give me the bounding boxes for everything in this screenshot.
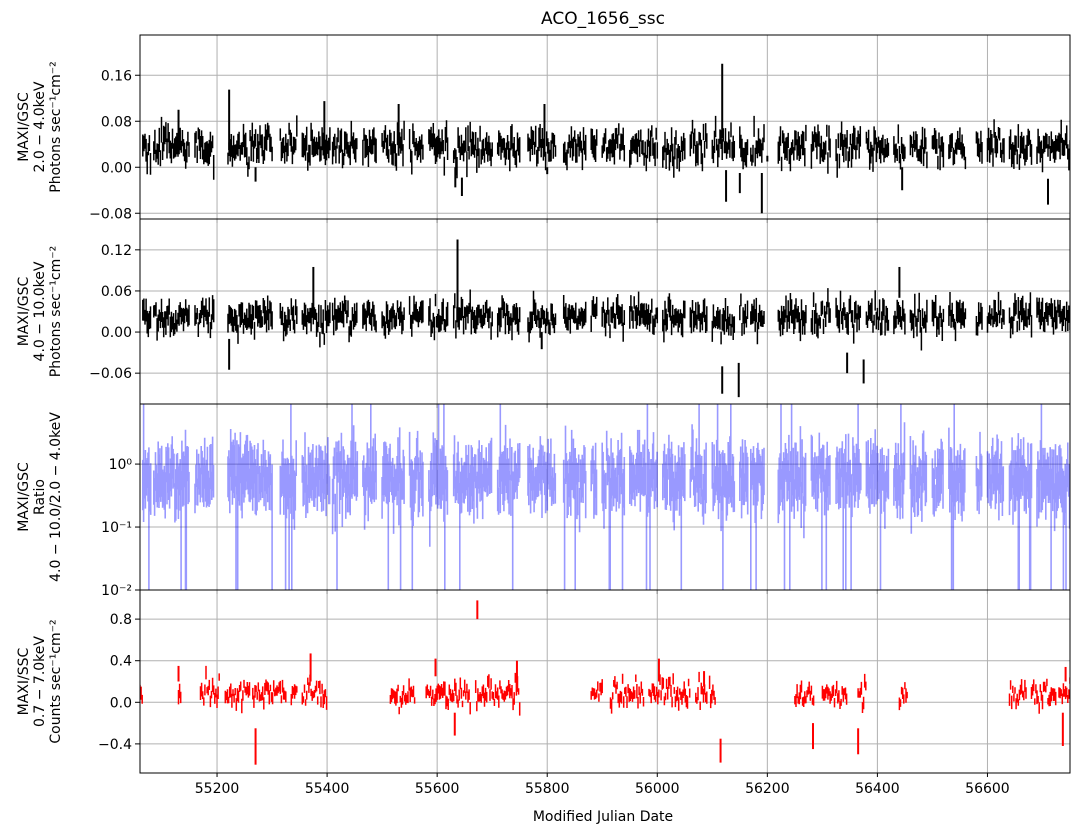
panel-ssc: −0.4 0.0 0.4 0.8 MAXI/SSC0.7 − 7.0keVCounts … [16,589,1071,797]
series-ssc [140,600,1070,765]
y-axis-label-ssc: MAXI/SSC0.7 − 7.0keVCounts sec⁻¹cm⁻² [16,619,64,743]
x-tick-label: 55600 [415,781,460,797]
y-tick-label: 0.8 [110,612,132,628]
y-axis-label-line: Photons sec⁻¹cm⁻² [48,61,64,193]
y-tick-label: −0.08 [89,206,132,222]
panel-gsc-4-10: −0.06 0.00 0.06 0.12 MAXI/GSC4.0 − 10.0keVPh… [16,218,1071,408]
y-axis-label-line: MAXI/SSC [16,647,32,715]
errorbars-gsc-2-4 [142,115,1070,180]
y-tick-label: 0.00 [101,160,132,176]
y-tick-label: −0.4 [98,737,132,753]
x-tick-label: 56400 [855,781,900,797]
x-axis-label: Modified Julian Date [533,809,673,825]
y-ticks-ssc: −0.4 0.0 0.4 0.8 [98,612,140,753]
y-ticks-gsc-4-10: −0.06 0.00 0.06 0.12 [89,243,140,382]
y-tick-label: 10⁰ [109,457,133,473]
x-tick-label: 55400 [305,781,350,797]
y-tick-label: 10⁻² [101,583,132,599]
x-tick-label: 56600 [965,781,1010,797]
y-ticks-gsc-2-4: −0.08 0.00 0.08 0.16 [89,68,140,222]
series-gsc-4-10 [142,239,1070,398]
x-tick-labels: 55200 55400 55600 55800 56000 56200 56400 56600 [195,781,1010,797]
y-tick-label: 0.0 [110,695,132,711]
errorbars-gsc-4-10 [142,288,1070,351]
y-axis-label-line: 0.7 − 7.0keV [32,636,48,727]
y-tick-label: 0.06 [101,284,132,300]
y-axis-label-line: 2.0 − 4.0keV [32,81,48,172]
axes-frame-gsc-2-4 [139,34,1071,220]
grid-ssc [140,590,1070,773]
y-tick-label: 10⁻¹ [101,520,132,536]
axes-frame-ssc [139,589,1071,774]
y-axis-label-line: 4.0 − 10.0keV [32,261,48,361]
y-axis-label-line: MAXI/GSC [16,462,32,532]
y-axis-label-line: MAXI/GSC [16,276,32,346]
series-ratio [142,404,1070,590]
x-tick-label: 55200 [195,781,240,797]
y-axis-label-line: 4.0 − 10.0/2.0 − 4.0keV [48,412,64,582]
y-axis-label-ratio: MAXI/GSCRatio4.0 − 10.0/2.0 − 4.0keV [16,412,64,582]
chart-title: ACO_1656_ssc [541,9,665,29]
y-axis-label-gsc-2-4: MAXI/GSC2.0 − 4.0keVPhotons sec⁻¹cm⁻² [16,61,64,193]
y-axis-label-gsc-4-10: MAXI/GSC4.0 − 10.0keVPhotons sec⁻¹cm⁻² [16,246,64,378]
y-tick-label: −0.06 [89,366,132,382]
series-gsc-2-4 [142,63,1070,214]
y-ticks-ratio: 10⁻² 10⁻¹ 10⁰ [101,457,140,599]
grid-gsc-2-4 [140,35,1070,219]
y-axis-label-line: Photons sec⁻¹cm⁻² [48,246,64,378]
y-axis-label-line: MAXI/GSC [16,92,32,162]
y-tick-label: 0.00 [101,325,132,341]
errorbars-ratio [142,404,1070,590]
y-tick-label: 0.4 [110,654,132,670]
y-tick-label: 0.08 [101,114,132,130]
y-tick-label: 0.16 [101,68,132,84]
x-tick-label: 55800 [525,781,570,797]
panel-gsc-2-4: −0.08 0.00 0.08 0.16 MAXI/GSC2.0 − 4.0keVPho… [16,34,1071,223]
y-axis-label-line: Ratio [32,479,48,515]
y-axis-label-line: Counts sec⁻¹cm⁻² [48,619,64,743]
x-tick-label: 56200 [745,781,790,797]
panel-ratio: 10⁻² 10⁻¹ 10⁰ MAXI/GSCRatio4.0 − 10.0/2.0 −… [16,403,1071,599]
x-tick-label: 56000 [635,781,680,797]
y-tick-label: 0.12 [101,243,132,259]
errorbars-ssc [140,665,1070,716]
